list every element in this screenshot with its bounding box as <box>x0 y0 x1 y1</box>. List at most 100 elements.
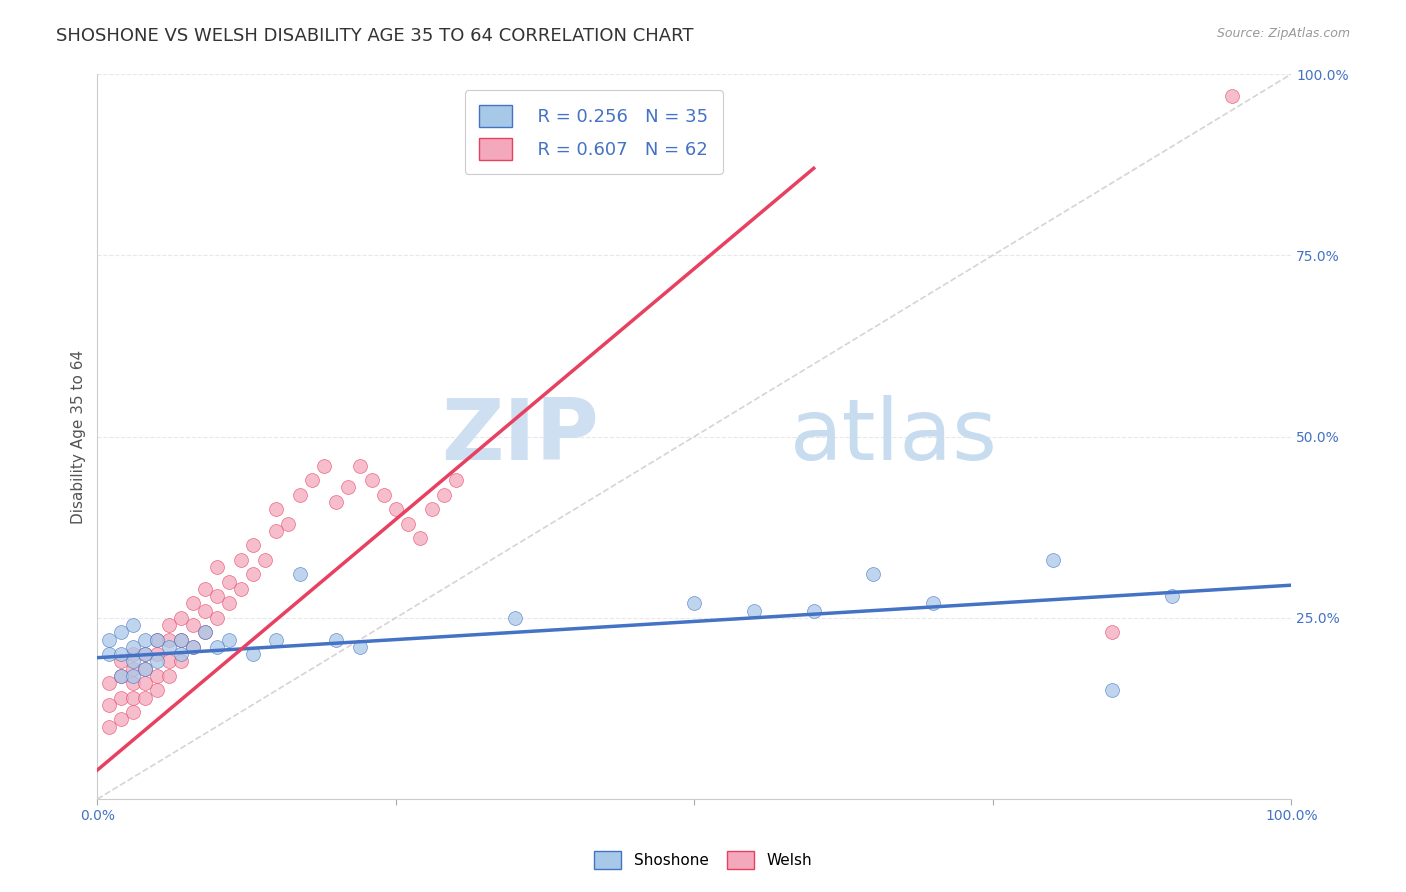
Point <box>1101 625 1123 640</box>
Point <box>157 640 180 654</box>
Legend:   R = 0.256   N = 35,   R = 0.607   N = 62: R = 0.256 N = 35, R = 0.607 N = 62 <box>464 90 723 174</box>
Point <box>181 640 204 654</box>
Point <box>683 596 706 610</box>
Point <box>194 582 217 596</box>
Point <box>157 654 180 668</box>
Point <box>218 596 240 610</box>
Point <box>242 538 264 552</box>
Y-axis label: Disability Age 35 to 64: Disability Age 35 to 64 <box>72 350 86 524</box>
Point <box>134 632 156 647</box>
Point <box>242 567 264 582</box>
Point <box>170 632 193 647</box>
Point <box>290 487 312 501</box>
Point <box>110 654 132 668</box>
Point <box>146 669 169 683</box>
Point <box>325 495 347 509</box>
Point <box>229 582 252 596</box>
Point <box>170 632 193 647</box>
Point <box>266 524 288 538</box>
Point <box>122 676 145 690</box>
Point <box>110 625 132 640</box>
Point <box>194 625 217 640</box>
Point <box>122 640 145 654</box>
Point <box>134 647 156 661</box>
Point <box>122 705 145 719</box>
Point <box>862 567 884 582</box>
Point <box>146 632 169 647</box>
Point <box>134 690 156 705</box>
Point <box>194 625 217 640</box>
Point <box>922 596 945 610</box>
Point <box>122 669 145 683</box>
Point <box>181 618 204 632</box>
Point <box>1101 683 1123 698</box>
Point <box>1161 589 1184 603</box>
Point <box>242 647 264 661</box>
Point <box>373 487 395 501</box>
Point <box>146 647 169 661</box>
Point <box>503 611 526 625</box>
Point <box>253 553 276 567</box>
Point <box>337 480 360 494</box>
Point <box>134 676 156 690</box>
Point <box>122 662 145 676</box>
Point <box>98 647 121 661</box>
Point <box>170 654 193 668</box>
Text: ZIP: ZIP <box>441 395 599 478</box>
Point <box>181 640 204 654</box>
Point <box>146 683 169 698</box>
Legend: Shoshone, Welsh: Shoshone, Welsh <box>588 845 818 875</box>
Point <box>181 596 204 610</box>
Point <box>205 589 228 603</box>
Point <box>1042 553 1064 567</box>
Point <box>134 647 156 661</box>
Point <box>170 611 193 625</box>
Text: SHOSHONE VS WELSH DISABILITY AGE 35 TO 64 CORRELATION CHART: SHOSHONE VS WELSH DISABILITY AGE 35 TO 6… <box>56 27 693 45</box>
Point <box>349 458 371 473</box>
Point <box>122 654 145 668</box>
Point <box>122 618 145 632</box>
Point <box>98 632 121 647</box>
Point <box>349 640 371 654</box>
Point <box>146 632 169 647</box>
Point <box>122 690 145 705</box>
Point <box>110 669 132 683</box>
Point <box>110 647 132 661</box>
Text: Source: ZipAtlas.com: Source: ZipAtlas.com <box>1216 27 1350 40</box>
Point <box>433 487 456 501</box>
Point <box>277 516 299 531</box>
Point <box>146 654 169 668</box>
Point <box>301 473 323 487</box>
Point <box>110 669 132 683</box>
Point <box>266 632 288 647</box>
Point <box>205 640 228 654</box>
Point <box>290 567 312 582</box>
Point <box>409 531 432 545</box>
Point <box>110 712 132 726</box>
Point <box>325 632 347 647</box>
Point <box>385 502 408 516</box>
Point <box>361 473 384 487</box>
Point <box>218 574 240 589</box>
Point <box>157 618 180 632</box>
Point <box>1220 88 1243 103</box>
Point <box>266 502 288 516</box>
Point <box>742 603 765 617</box>
Point <box>218 632 240 647</box>
Point <box>157 669 180 683</box>
Point <box>314 458 336 473</box>
Point <box>803 603 825 617</box>
Point <box>396 516 419 531</box>
Point <box>229 553 252 567</box>
Point <box>110 690 132 705</box>
Point <box>170 647 193 661</box>
Text: atlas: atlas <box>790 395 998 478</box>
Point <box>134 662 156 676</box>
Point <box>420 502 443 516</box>
Point <box>194 603 217 617</box>
Point <box>444 473 467 487</box>
Point <box>205 560 228 574</box>
Point <box>98 676 121 690</box>
Point <box>98 698 121 712</box>
Point <box>157 632 180 647</box>
